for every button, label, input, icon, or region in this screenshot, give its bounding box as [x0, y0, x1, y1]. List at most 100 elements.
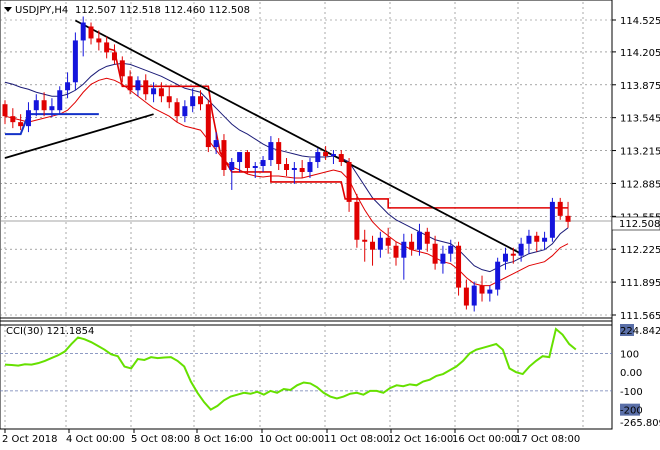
cci-line	[4, 327, 577, 411]
price-tick-label: 113.545	[620, 114, 660, 125]
candle-body	[370, 241, 376, 250]
candle	[198, 90, 203, 111]
candle-body	[72, 40, 78, 83]
candle	[440, 245, 446, 274]
candle-body	[440, 253, 446, 264]
candle-body	[362, 239, 368, 242]
candles-layer	[2, 16, 571, 312]
candle	[2, 100, 8, 125]
candle-body	[80, 22, 86, 41]
candle	[409, 233, 415, 256]
candle	[284, 158, 290, 176]
candle	[252, 162, 258, 178]
candle-body	[260, 160, 266, 167]
candle-body	[96, 38, 102, 43]
candle-body	[534, 235, 540, 242]
candle-body	[41, 100, 47, 111]
candle	[385, 227, 391, 254]
candle	[111, 44, 117, 65]
price-tick-label: 112.885	[620, 179, 660, 190]
candle	[104, 36, 110, 59]
candle-body	[276, 142, 282, 165]
candle-body	[338, 154, 344, 163]
candle	[323, 146, 329, 161]
candle	[542, 231, 548, 250]
candle	[276, 138, 282, 170]
candle-body	[88, 26, 94, 39]
candle-body	[57, 90, 63, 111]
candle-body	[471, 285, 477, 306]
candle-body	[393, 245, 399, 258]
ohlc-readout: 112.507 112.518 112.460 112.508	[75, 5, 250, 16]
candle	[18, 114, 24, 131]
candle-body	[268, 142, 274, 161]
candle	[330, 150, 336, 165]
candle-body	[479, 285, 485, 294]
triangle-down-icon[interactable]	[4, 7, 12, 12]
candle-body	[166, 96, 172, 103]
candle-body	[502, 253, 508, 262]
candle-body	[198, 96, 203, 105]
candle-body	[104, 42, 110, 53]
candle	[221, 134, 227, 176]
candle	[393, 241, 399, 266]
candle	[354, 193, 360, 248]
candle	[237, 152, 243, 172]
candle-body	[424, 231, 430, 244]
candle	[362, 229, 368, 262]
candle-body	[315, 152, 321, 163]
price-tick-label: 114.205	[620, 48, 660, 59]
candle	[534, 231, 540, 252]
stop-line	[106, 47, 569, 209]
candle-body	[2, 104, 8, 117]
candle-body	[182, 106, 188, 117]
time-tick-label: 2 Oct 2018	[2, 434, 57, 445]
candle	[49, 98, 55, 118]
candle	[377, 231, 383, 258]
candle	[41, 92, 47, 117]
candle-body	[65, 82, 71, 91]
candle-body	[432, 243, 438, 264]
candle-body	[416, 231, 422, 250]
candle	[119, 56, 125, 83]
price-tick-label: 112.225	[620, 245, 660, 256]
moving-average-fast	[4, 62, 569, 273]
candle	[291, 162, 297, 184]
candle	[88, 22, 94, 45]
candle	[495, 257, 501, 296]
candle-body	[323, 152, 329, 157]
candle-body	[510, 253, 516, 256]
candle-body	[557, 201, 563, 216]
candle-body	[495, 261, 501, 290]
candle-body	[518, 243, 524, 256]
candle	[463, 279, 469, 310]
candle	[268, 136, 274, 167]
cci-tick-label: -200	[620, 406, 643, 417]
candle	[315, 148, 321, 168]
candle	[401, 233, 407, 280]
candle-body	[119, 60, 125, 77]
candle-body	[49, 106, 55, 111]
cci-tick-label: 0.00	[620, 368, 642, 379]
candle-body	[252, 166, 258, 168]
trend-line	[74, 19, 522, 255]
candle-body	[385, 237, 391, 246]
cci-layer	[4, 327, 577, 411]
price-tick-label: 113.875	[620, 81, 660, 92]
candle	[307, 158, 313, 178]
candle	[182, 100, 188, 123]
price-panel[interactable]	[0, 0, 613, 322]
cci-tick-label: 224.8423	[620, 326, 660, 337]
time-tick-label: 11 Oct 08:00	[324, 434, 389, 445]
candle	[448, 239, 454, 262]
candle-body	[377, 237, 383, 250]
candle-body	[565, 215, 571, 222]
price-tick-label: 111.895	[620, 278, 660, 289]
candle	[471, 281, 477, 312]
price-tick-label: 113.215	[620, 147, 660, 158]
candle-body	[213, 140, 219, 148]
candle	[565, 201, 571, 228]
cci-panel[interactable]	[0, 320, 613, 430]
candle-body	[25, 110, 31, 127]
